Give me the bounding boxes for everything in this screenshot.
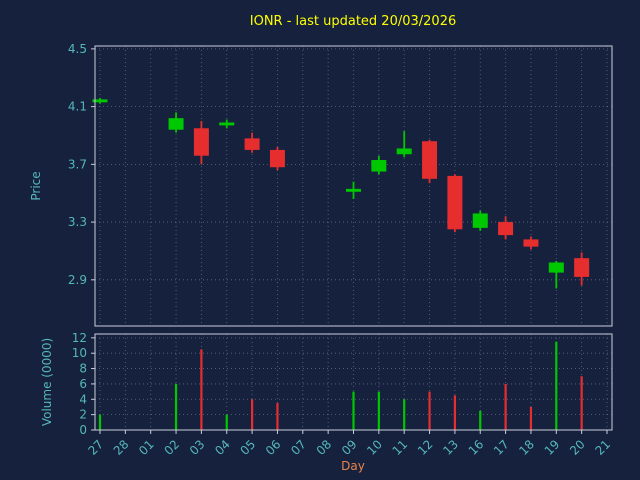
tick-marks (91, 48, 608, 434)
x-tick-17: 17 (491, 437, 512, 458)
candle-body-27 (92, 99, 108, 103)
candle-body-09 (346, 188, 361, 192)
x-tick-02: 02 (161, 437, 182, 458)
candle-body-03 (193, 128, 209, 156)
candle-body-05 (244, 138, 260, 150)
x-tick-19: 19 (542, 437, 563, 458)
volume-tick-6: 6 (79, 377, 87, 391)
candle-body-04 (219, 122, 235, 126)
candle-body-11 (396, 148, 412, 155)
x-tick-08: 08 (314, 437, 335, 458)
candle-body-13 (447, 175, 463, 230)
price-panel-border (94, 45, 613, 327)
x-tick-27: 27 (85, 437, 106, 458)
x-tick-13: 13 (440, 437, 461, 458)
chart-title: IONR - last updated 20/03/2026 (249, 14, 457, 29)
candle-body-02 (168, 118, 184, 130)
price-tick-3.3: 3.3 (68, 215, 87, 229)
x-tick-28: 28 (111, 437, 132, 458)
price-tick-4.5: 4.5 (68, 42, 87, 56)
day-axis-label: Day (341, 459, 365, 473)
x-tick-07: 07 (288, 437, 309, 458)
candle-body-20 (574, 258, 590, 277)
price-tick-4.1: 4.1 (68, 100, 87, 114)
volume-tick-12: 12 (72, 331, 87, 345)
volume-tick-2: 2 (79, 408, 87, 422)
x-tick-20: 20 (567, 437, 588, 458)
x-tick-04: 04 (212, 437, 233, 458)
volume-axis-label: Volume (0000) (40, 337, 54, 427)
candle-body-06 (269, 149, 285, 168)
volume-bars (98, 341, 583, 430)
volume-tick-8: 8 (79, 362, 87, 376)
candle-body-18 (523, 239, 539, 247)
x-tick-03: 03 (187, 437, 208, 458)
price-axis-label: Price (29, 171, 43, 201)
x-tick-06: 06 (263, 437, 284, 458)
grid-lines (95, 46, 612, 431)
candle-body-12 (422, 141, 438, 179)
x-tick-18: 18 (516, 437, 537, 458)
x-tick-11: 11 (390, 437, 411, 458)
x-tick-09: 09 (339, 437, 360, 458)
volume-tick-0: 0 (79, 423, 87, 437)
price-tick-3.7: 3.7 (68, 157, 87, 171)
price-tick-2.9: 2.9 (68, 273, 87, 287)
x-tick-05: 05 (238, 437, 259, 458)
candle-body-10 (371, 160, 387, 172)
volume-tick-10: 10 (72, 346, 87, 360)
x-tick-21: 21 (592, 437, 613, 458)
x-tick-16: 16 (466, 437, 487, 458)
candle-body-17 (498, 222, 514, 236)
volume-tick-4: 4 (79, 392, 87, 406)
x-tick-12: 12 (415, 437, 436, 458)
candle-body-16 (472, 213, 488, 228)
candle-body-19 (548, 262, 564, 273)
x-tick-10: 10 (364, 437, 385, 458)
candles (92, 97, 590, 289)
x-tick-01: 01 (136, 437, 157, 458)
